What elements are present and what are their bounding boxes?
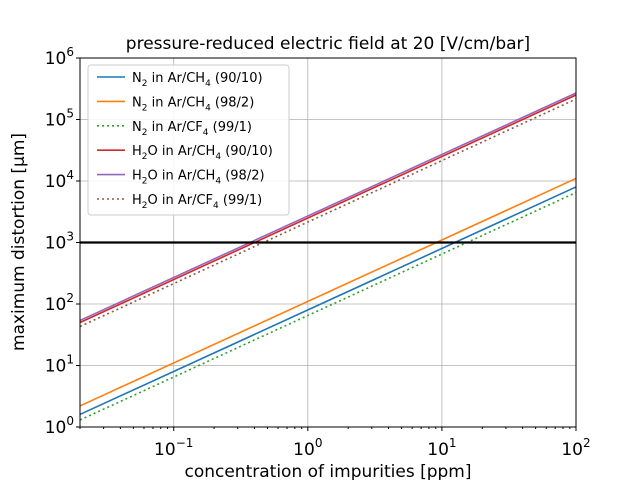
legend-frame: [87, 64, 290, 216]
y-tick-label: 105: [45, 107, 74, 131]
ticks: 10−1 100 101 102 100 101 102 103 104 105 106: [45, 45, 591, 460]
legend-label-n2-arch4-90-10: N2 in Ar/CH4 (90/10): [132, 71, 263, 89]
series-line-n2-arcf4-99-1: [79, 191, 577, 421]
y-tick-label: 104: [45, 168, 74, 192]
legend-label-h2o-arch4-98-2: H2O in Ar/CH4 (98/2): [132, 169, 265, 187]
legend-label-n2-arch4-98-2: N2 in Ar/CH4 (98/2): [132, 95, 254, 113]
x-tick-label: 10−1: [154, 436, 193, 460]
x-axis-label: concentration of impurities [ppm]: [184, 462, 471, 480]
legend-label-h2o-arch4-90-10: H2O in Ar/CH4 (90/10): [132, 144, 273, 162]
y-tick-label: 106: [45, 45, 74, 69]
y-tick-label: 101: [45, 353, 74, 377]
legend-label-n2-arcf4-99-1: N2 in Ar/CF4 (99/1): [132, 120, 252, 138]
series-line-n2-arch4-90-10: [79, 186, 577, 416]
x-tick-label: 100: [293, 436, 322, 460]
chart-title: pressure-reduced electric field at 20 [V…: [126, 34, 530, 54]
series-line-h2o-arcf4-99-1: [79, 98, 577, 328]
legend-label-h2o-arcf4-99-1: H2O in Ar/CF4 (99/1): [132, 193, 262, 211]
y-axis-label: maximum distortion [μm]: [9, 133, 29, 351]
series-line-h2o-arch4-90-10: [79, 94, 577, 324]
series-lines: [79, 92, 577, 421]
legend: N2 in Ar/CH4 (90/10) N2 in Ar/CH4 (98/2) N…: [87, 64, 290, 216]
series-line-n2-arch4-98-2: [79, 177, 577, 407]
y-tick-label: 102: [45, 291, 74, 315]
x-tick-label: 102: [561, 436, 590, 460]
series-line-h2o-arch4-98-2: [79, 92, 577, 322]
x-tick-label: 101: [427, 436, 456, 460]
y-tick-label: 103: [45, 230, 74, 254]
y-tick-label: 100: [45, 414, 74, 438]
